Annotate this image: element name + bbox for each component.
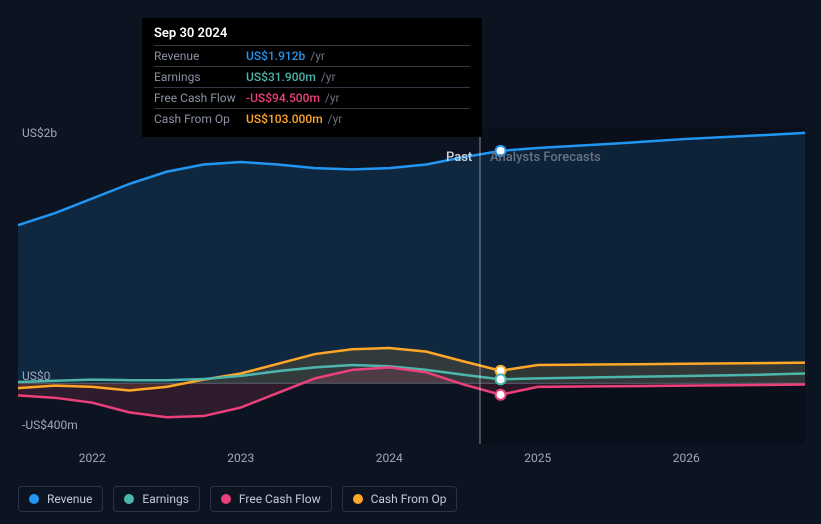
legend-label: Revenue [47,492,92,506]
legend-item-cash-from-op[interactable]: Cash From Op [342,486,458,512]
tooltip-row-unit: /yr [321,70,336,84]
legend-swatch [221,494,231,504]
y-axis-label: US$0 [22,369,50,383]
legend-item-revenue[interactable]: Revenue [18,486,103,512]
tooltip-row-value: US$1.912b [246,49,305,63]
legend-swatch [29,494,39,504]
chart-tooltip: Sep 30 2024 RevenueUS$1.912b/yrEarningsU… [142,18,482,137]
tooltip-row-unit: /yr [310,49,325,63]
legend-item-earnings[interactable]: Earnings [113,486,200,512]
area-revenue [18,133,805,383]
past-region-label: Past [446,150,472,165]
y-axis-label: US$2b [22,126,57,140]
chart-legend: Revenue Earnings Free Cash Flow Cash From O… [18,486,457,512]
tooltip-row: RevenueUS$1.912b/yr [154,45,470,66]
legend-label: Free Cash Flow [239,492,321,506]
legend-swatch [353,494,363,504]
tooltip-row: Free Cash Flow-US$94.500m/yr [154,87,470,108]
tooltip-row-value: US$103.000m [246,112,323,126]
tooltip-date: Sep 30 2024 [154,26,470,45]
tooltip-row-label: Free Cash Flow [154,91,246,105]
tooltip-row: Cash From OpUS$103.000m/yr [154,108,470,129]
legend-label: Cash From Op [371,492,447,506]
legend-swatch [124,494,134,504]
legend-item-free-cash-flow[interactable]: Free Cash Flow [210,486,332,512]
tooltip-row-label: Cash From Op [154,112,246,126]
x-axis-label: 2023 [227,451,254,465]
x-axis-label: 2026 [673,451,700,465]
x-axis-label: 2025 [524,451,551,465]
tooltip-row-label: Revenue [154,49,246,63]
tooltip-row-label: Earnings [154,70,246,84]
forecast-region-label: Analysts Forecasts [490,150,601,165]
marker-earnings [496,374,506,384]
x-axis-label: 2022 [79,451,106,465]
legend-label: Earnings [142,492,189,506]
tooltip-row-value: -US$94.500m [246,91,320,105]
tooltip-row-value: US$31.900m [246,70,316,84]
marker-free_cash_flow [496,390,506,400]
tooltip-row: EarningsUS$31.900m/yr [154,66,470,87]
x-axis-label: 2024 [376,451,403,465]
y-axis-label: -US$400m [22,418,78,432]
tooltip-row-unit: /yr [325,91,340,105]
financial-chart: US$2b US$0 -US$400m 2022 2023 2024 2025 2026 P… [0,0,821,524]
tooltip-row-unit: /yr [328,112,343,126]
